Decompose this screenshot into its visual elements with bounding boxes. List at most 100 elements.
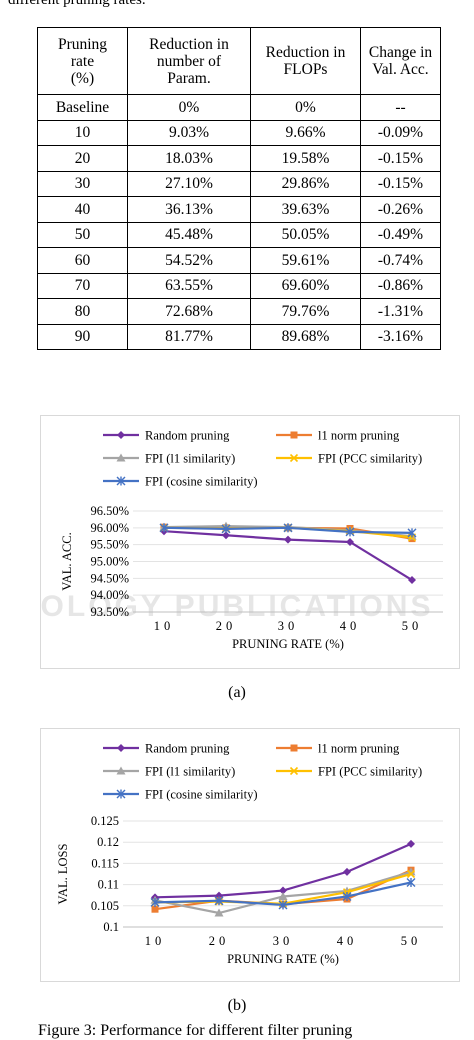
- data-point-star: [221, 524, 231, 534]
- cell-pruning-rate: 70: [37, 272, 128, 299]
- data-point-triangle: [116, 766, 126, 775]
- subcaption-b: (b): [227, 997, 247, 1014]
- y-tick-label: 0.125: [91, 814, 119, 828]
- data-point-diamond: [279, 886, 287, 895]
- header-param-reduction: Reduction in number of Param.: [127, 27, 251, 95]
- figure-caption: Figure 3: Performance for different filt…: [38, 1022, 353, 1039]
- x-tick-label: 20: [216, 619, 237, 633]
- table-row: 90 81.77% 89.68% -3.16%: [37, 323, 441, 350]
- table-row: 10 9.03% 9.66% -0.09%: [37, 119, 441, 146]
- data-point-star: [278, 900, 288, 910]
- cell-pruning-rate: 50: [37, 221, 128, 248]
- y-tick-label: 0.11: [98, 878, 119, 892]
- val-acc-chart: Random pruning l1 norm pruning FPI (l1 sim…: [60, 429, 443, 651]
- cell-param-reduction: 72.68%: [127, 298, 251, 325]
- header-line: Pruning: [57, 35, 108, 53]
- chart-b-frame: Random pruning l1 norm pruning FPI (l1 sim…: [40, 728, 460, 982]
- subcaption-a: (a): [228, 684, 246, 701]
- marker-stroke: [289, 766, 299, 776]
- cell-param-reduction: 18.03%: [127, 145, 251, 172]
- y-tick-label: 0.12: [97, 835, 119, 849]
- data-point-star: [406, 877, 416, 887]
- legend-label: l1 norm pruning: [318, 742, 400, 756]
- header-flops-reduction: Reduction in FLOPs: [250, 27, 361, 95]
- data-point-star: [116, 789, 126, 799]
- header-line: (%): [70, 69, 95, 87]
- y-tick-label: 94.50%: [90, 571, 129, 585]
- data-point-diamond: [215, 891, 223, 900]
- header-line: rate: [70, 52, 95, 70]
- table-row: 60 54.52% 59.61% -0.74%: [37, 247, 441, 274]
- val-loss-chart: Random pruning l1 norm pruning FPI (l1 sim…: [56, 742, 443, 966]
- header-line: Param.: [167, 69, 211, 87]
- cell-pruning-rate: 40: [37, 196, 128, 223]
- y-tick-label: 93.50%: [90, 605, 129, 619]
- data-point-triangle: [278, 891, 288, 900]
- data-point-star: [345, 527, 355, 537]
- y-tick-label: 96.00%: [90, 521, 129, 535]
- cell-acc-change: -0.26%: [360, 196, 441, 223]
- marker-stroke: [289, 453, 299, 463]
- cell-param-reduction: 81.77%: [127, 323, 251, 350]
- data-point-diamond: [117, 744, 125, 752]
- y-tick-label: 0.105: [91, 899, 119, 913]
- cell-param-reduction: 63.55%: [127, 272, 251, 299]
- data-point-star: [214, 896, 224, 906]
- data-point-diamond: [284, 535, 292, 544]
- legend-label: Random pruning: [145, 742, 230, 756]
- data-point-diamond: [407, 839, 415, 848]
- cell-pruning-rate: 80: [37, 298, 128, 325]
- legend-label: Random pruning: [145, 429, 230, 443]
- header-line: Change in: [368, 44, 433, 61]
- cell-param-reduction: 27.10%: [127, 170, 251, 197]
- cell-pruning-rate: 90: [37, 323, 128, 350]
- data-point-diamond: [222, 531, 230, 540]
- data-point-x: [406, 869, 416, 879]
- y-axis-title: VAL. ACC.: [60, 532, 74, 590]
- data-point-star: [342, 891, 352, 901]
- legend-label: FPI (PCC similarity): [318, 452, 422, 466]
- cell-acc-change: -0.09%: [360, 119, 441, 146]
- x-tick-label: 30: [278, 619, 299, 633]
- cell-pruning-rate: 10: [37, 119, 128, 146]
- x-tick-label: 10: [145, 934, 166, 948]
- data-point-diamond: [346, 537, 354, 546]
- cell-flops-reduction: 59.61%: [250, 247, 361, 274]
- marker-stroke: [406, 869, 416, 879]
- cell-acc-change: -0.15%: [360, 145, 441, 172]
- table-header-row: Pruning rate (%) Reduction in number of …: [37, 27, 441, 95]
- y-tick-label: 95.00%: [90, 555, 129, 569]
- x-tick-label: 30: [273, 934, 294, 948]
- header-line: Reduction in: [265, 44, 346, 61]
- data-point-diamond: [343, 867, 351, 876]
- header-line: Reduction in: [149, 35, 229, 53]
- cell-pruning-rate: 60: [37, 247, 128, 274]
- table-row: 50 45.48% 50.05% -0.49%: [37, 221, 441, 248]
- cell-param-reduction: 9.03%: [127, 119, 251, 146]
- legend-label: FPI (cosine similarity): [145, 788, 258, 802]
- data-point-x: [289, 453, 299, 463]
- x-tick-label: 50: [401, 934, 422, 948]
- cell-flops-reduction: 79.76%: [250, 298, 361, 325]
- legend-label: FPI (PCC similarity): [318, 765, 422, 779]
- chart-a-frame: Random pruning l1 norm pruning FPI (l1 sim…: [40, 415, 460, 669]
- cell-acc-change: -3.16%: [360, 323, 441, 350]
- table-row: 30 27.10% 29.86% -0.15%: [37, 170, 441, 197]
- y-tick-label: 95.50%: [90, 538, 129, 552]
- x-tick-label: 40: [337, 934, 358, 948]
- cell-pruning-rate: 20: [37, 145, 128, 172]
- data-point-star: [159, 523, 169, 533]
- cell-param-reduction: 0%: [127, 94, 251, 121]
- legend-label: l1 norm pruning: [318, 429, 400, 443]
- header-pruning-rate: Pruning rate (%): [37, 27, 128, 95]
- x-axis-title: PRUNING RATE (%): [232, 637, 344, 651]
- table-caption: different pruning rates.: [8, 0, 146, 8]
- y-tick-label: 0.115: [91, 856, 119, 870]
- data-point-square: [290, 431, 298, 439]
- table-row: 40 36.13% 39.63% -0.26%: [37, 196, 441, 223]
- x-tick-label: 20: [209, 934, 230, 948]
- y-axis-title: VAL. LOSS: [56, 844, 70, 905]
- header-line: Val. Acc.: [372, 61, 429, 78]
- cell-acc-change: -0.15%: [360, 170, 441, 197]
- table-row: Baseline 0% 0% --: [37, 94, 441, 121]
